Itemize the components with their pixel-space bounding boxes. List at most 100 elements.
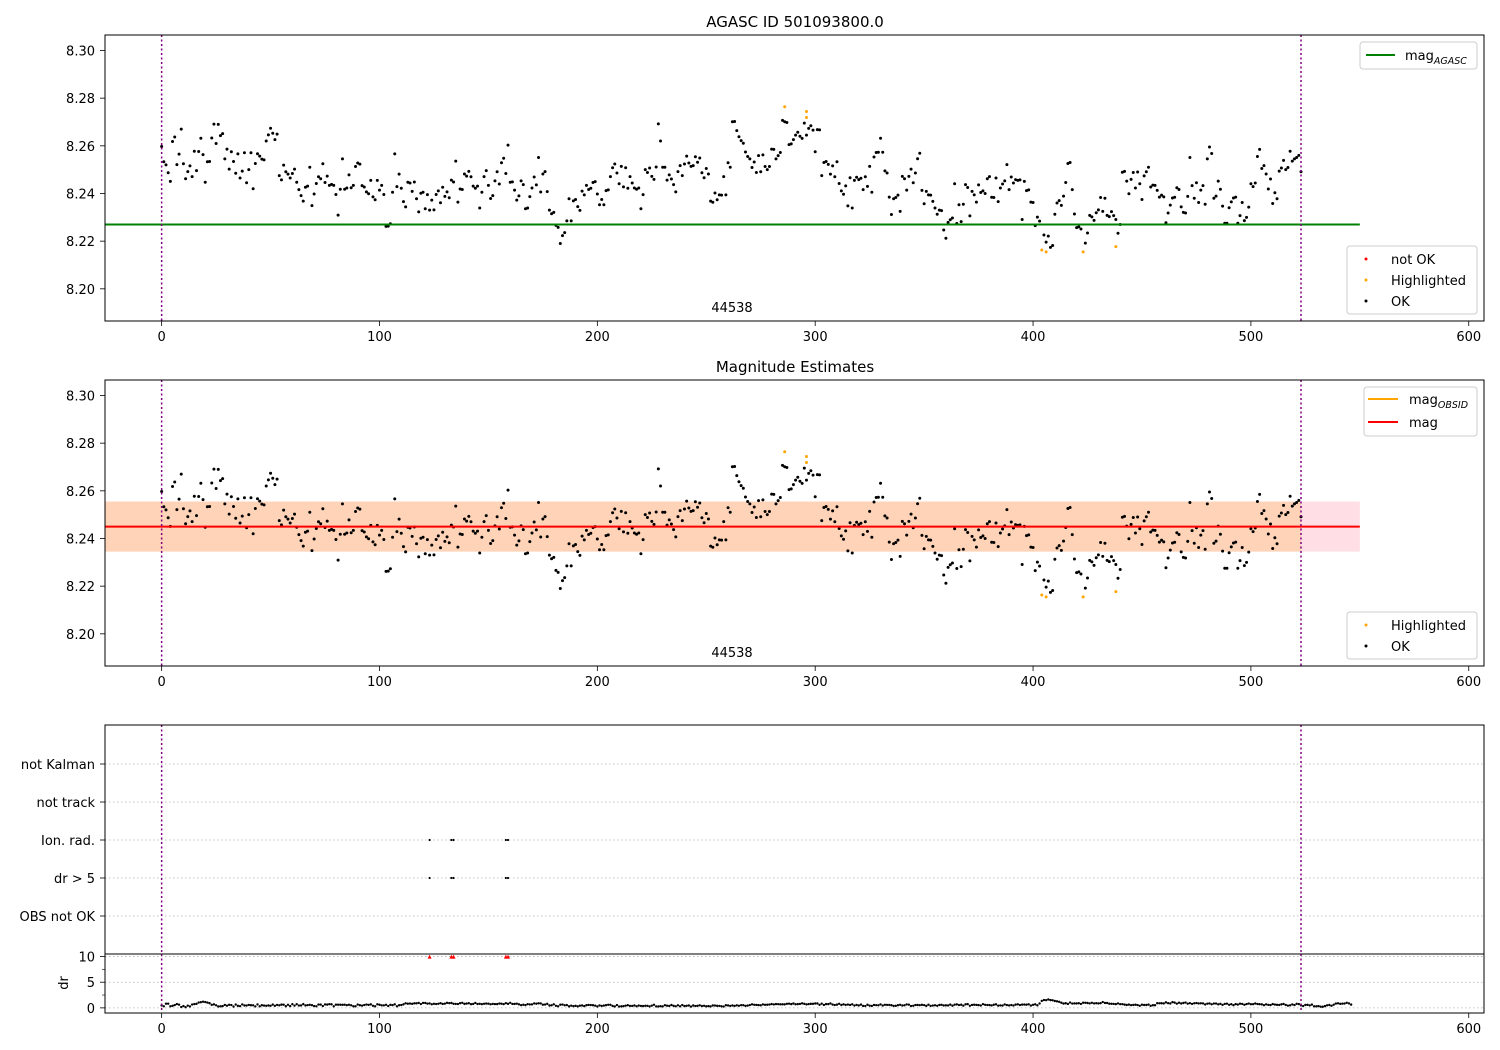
- dr-point: [1142, 1003, 1146, 1007]
- dr-point: [258, 1005, 261, 1008]
- ok-point: [255, 497, 259, 501]
- ok-point: [1131, 516, 1135, 520]
- dr-point: [384, 1003, 388, 1006]
- ok-point: [802, 466, 806, 470]
- ok-point: [1088, 213, 1092, 217]
- ok-point: [726, 506, 730, 510]
- dr-point: [169, 1005, 172, 1008]
- ok-point: [983, 191, 987, 195]
- ok-point: [757, 499, 761, 503]
- dr-point: [426, 1002, 429, 1005]
- ok-point: [225, 492, 229, 496]
- ok-point: [208, 160, 212, 164]
- dr-point: [844, 1003, 847, 1007]
- dr-point: [637, 1004, 640, 1007]
- ok-point: [1038, 219, 1042, 223]
- ok-point: [957, 548, 961, 552]
- dr-point: [1068, 1001, 1072, 1004]
- ok-point: [894, 196, 898, 200]
- dr-point: [541, 1003, 545, 1006]
- dr-point: [519, 1003, 523, 1007]
- dr-point: [463, 1002, 466, 1006]
- dr-point: [1256, 1002, 1259, 1006]
- ok-point: [696, 505, 700, 509]
- ok-point: [1090, 560, 1094, 564]
- ok-point: [911, 181, 915, 185]
- ok-point: [743, 495, 747, 499]
- ok-point: [628, 520, 632, 524]
- dr-point: [872, 1003, 876, 1007]
- ok-point: [447, 541, 451, 545]
- dr-point: [648, 1005, 651, 1008]
- ok-point: [955, 567, 959, 571]
- ok-point: [351, 183, 355, 187]
- legend-highlighted-marker: [1364, 278, 1368, 282]
- dr-point: [1160, 1002, 1163, 1005]
- dr-point: [559, 1003, 562, 1006]
- ok-point: [1101, 554, 1105, 558]
- dr-point: [530, 1003, 534, 1006]
- ok-point: [201, 498, 205, 502]
- ok-point: [380, 528, 384, 532]
- ok-point: [1055, 201, 1059, 205]
- ok-point: [996, 545, 1000, 549]
- dr-point: [302, 1002, 305, 1006]
- ok-point: [208, 505, 212, 509]
- ok-point: [970, 189, 974, 193]
- dr-point: [267, 1004, 270, 1007]
- ok-point: [349, 186, 353, 190]
- ok-point: [393, 152, 397, 156]
- ok-point: [452, 180, 456, 184]
- dr-point: [1343, 1002, 1346, 1005]
- dr-point: [245, 1004, 248, 1007]
- ok-point: [654, 510, 658, 514]
- dr-point: [371, 1004, 375, 1007]
- ok-point: [1079, 572, 1083, 576]
- dr-point: [617, 1005, 621, 1008]
- dr-point: [1031, 1003, 1035, 1006]
- ok-point: [277, 519, 281, 523]
- ok-point: [1140, 197, 1144, 201]
- dr-point: [430, 1003, 433, 1006]
- ok-point: [1168, 203, 1172, 207]
- ok-point: [626, 186, 630, 190]
- dr-point: [1297, 1002, 1301, 1006]
- ok-point: [876, 495, 880, 499]
- ok-point: [739, 484, 743, 488]
- ok-point: [349, 531, 353, 535]
- dr-point: [877, 1004, 880, 1007]
- ok-point: [1051, 243, 1055, 247]
- dr-point: [332, 1005, 335, 1008]
- dr-point: [914, 1003, 917, 1007]
- ok-point: [1103, 541, 1107, 545]
- panel2-point-legend: Highlighted OK: [1346, 611, 1478, 660]
- dr-point: [750, 1003, 754, 1006]
- ok-point: [504, 171, 508, 175]
- dr-point: [1073, 1002, 1076, 1005]
- ok-point: [253, 506, 257, 510]
- ok-point: [290, 516, 294, 520]
- ok-point: [484, 514, 488, 518]
- ok-point: [667, 173, 671, 177]
- dr-point: [415, 1002, 418, 1005]
- ok-point: [593, 180, 597, 184]
- ok-point: [809, 124, 813, 128]
- ok-point: [404, 550, 408, 554]
- ok-point: [643, 513, 647, 517]
- dr-point: [905, 1003, 908, 1006]
- ok-point: [1214, 539, 1218, 543]
- ok-point: [846, 204, 850, 208]
- ok-point: [1223, 566, 1227, 570]
- dr-point: [1105, 1001, 1109, 1005]
- ok-point: [556, 225, 560, 229]
- dr-point: [439, 1001, 442, 1005]
- ok-point: [959, 565, 963, 569]
- ok-point: [550, 557, 554, 561]
- dr-point: [1332, 1003, 1335, 1006]
- dr-point: [1199, 1002, 1202, 1005]
- dr-point: [526, 1002, 529, 1006]
- ok-point: [482, 175, 486, 179]
- ok-point: [868, 164, 872, 168]
- ok-point: [247, 513, 251, 517]
- dr-point: [781, 1003, 784, 1006]
